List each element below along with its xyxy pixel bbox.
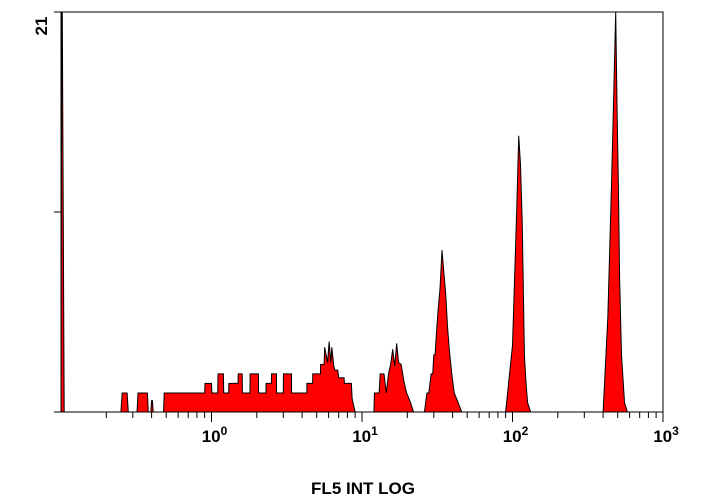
histogram-area: [60, 11, 663, 413]
x-tick-label: 102: [503, 424, 529, 446]
x-tick-label: 103: [653, 424, 679, 446]
x-tick-label: 100: [202, 424, 228, 446]
y-axis-ticks: [54, 11, 61, 413]
y-tick-label-21: 21: [32, 17, 51, 36]
x-tick-label: 101: [352, 424, 378, 446]
plot-frame: [60, 11, 664, 413]
x-axis-ticks: [105, 412, 664, 422]
x-axis-title: FL5 INT LOG: [311, 479, 415, 498]
plot-area: [60, 11, 664, 413]
x-tick-labels: 100 101 102 103: [202, 424, 679, 446]
